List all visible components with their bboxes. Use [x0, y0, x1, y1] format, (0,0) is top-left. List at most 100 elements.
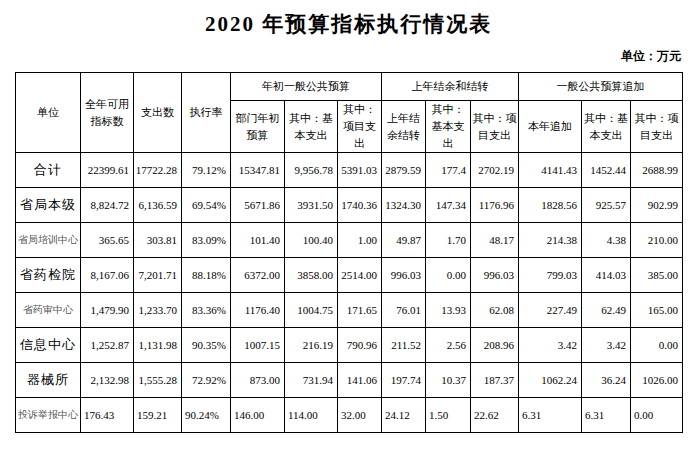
data-cell: 6.31	[582, 398, 631, 433]
data-cell: 32.00	[338, 398, 382, 433]
data-cell: 171.65	[338, 293, 382, 328]
data-cell: 10.37	[426, 363, 471, 398]
data-cell: 83.09%	[182, 223, 231, 258]
data-cell: 227.49	[519, 293, 582, 328]
data-cell: 1176.96	[471, 188, 519, 223]
data-cell: 177.4	[426, 153, 471, 188]
data-cell: 8,167.06	[81, 258, 134, 293]
data-cell: 101.40	[231, 223, 285, 258]
row-label: 省药检院	[16, 258, 81, 293]
data-cell: 0.00	[631, 328, 683, 363]
table-row-device-institute: 器械所 2,132.98 1,555.28 72.92% 873.00 731.…	[16, 363, 683, 398]
data-cell: 79.12%	[182, 153, 231, 188]
data-cell: 0.00	[631, 398, 683, 433]
data-cell: 176.43	[81, 398, 134, 433]
unit-note: 单位：万元	[621, 48, 681, 65]
table-row-drug-inspection: 省药检院 8,167.06 7,201.71 88.18% 6372.00 38…	[16, 258, 683, 293]
row-label: 投诉举报中心	[16, 398, 81, 433]
data-cell: 90.24%	[182, 398, 231, 433]
data-cell: 365.65	[81, 223, 134, 258]
data-cell: 1.70	[426, 223, 471, 258]
data-cell: 3.42	[519, 328, 582, 363]
table-row-info-center: 信息中心 1,252.87 1,131.98 90.35% 1007.15 21…	[16, 328, 683, 363]
row-label: 省药审中心	[16, 293, 81, 328]
data-cell: 2514.00	[338, 258, 382, 293]
data-cell: 3.42	[582, 328, 631, 363]
data-cell: 100.40	[285, 223, 338, 258]
sub-header-dept-initial-budget: 部门年初预算	[231, 101, 285, 153]
data-cell: 159.21	[134, 398, 182, 433]
data-cell: 22.62	[471, 398, 519, 433]
data-cell: 22399.61	[81, 153, 134, 188]
data-cell: 83.36%	[182, 293, 231, 328]
data-cell: 902.99	[631, 188, 683, 223]
data-cell: 790.96	[338, 328, 382, 363]
page-title: 2020 年预算指标执行情况表	[0, 0, 697, 38]
group-header-initial-budget: 年初一般公共预算	[231, 73, 382, 101]
data-cell: 1,131.98	[134, 328, 182, 363]
data-cell: 1062.24	[519, 363, 582, 398]
data-cell: 996.03	[471, 258, 519, 293]
data-cell: 90.35%	[182, 328, 231, 363]
data-cell: 1026.00	[631, 363, 683, 398]
col-header-annual-available: 全年可用指标数	[81, 73, 134, 153]
data-cell: 88.18%	[182, 258, 231, 293]
data-cell: 211.52	[382, 328, 426, 363]
table-row-provincial-bureau: 省局本级 8,824.72 6,136.59 69.54% 5671.86 39…	[16, 188, 683, 223]
data-cell: 0.00	[426, 258, 471, 293]
sub-header-project-expend-1: 其中：项目支出	[338, 101, 382, 153]
data-cell: 2,132.98	[81, 363, 134, 398]
data-cell: 147.34	[426, 188, 471, 223]
data-cell: 146.00	[231, 398, 285, 433]
sub-header-project-expend-3: 其中：项目支出	[631, 101, 683, 153]
data-cell: 24.12	[382, 398, 426, 433]
data-cell: 49.87	[382, 223, 426, 258]
data-cell: 1452.44	[582, 153, 631, 188]
row-label: 合计	[16, 153, 81, 188]
table-row-drug-review-center: 省药审中心 1,479.90 1,233.70 83.36% 1176.40 1…	[16, 293, 683, 328]
data-cell: 1740.36	[338, 188, 382, 223]
col-header-expenditure: 支出数	[134, 73, 182, 153]
data-cell: 197.74	[382, 363, 426, 398]
data-cell: 114.00	[285, 398, 338, 433]
table-row-complaint-center: 投诉举报中心 176.43 159.21 90.24% 146.00 114.0…	[16, 398, 683, 433]
group-header-carryover: 上年结余和结转	[382, 73, 519, 101]
data-cell: 1176.40	[231, 293, 285, 328]
data-cell: 1004.75	[285, 293, 338, 328]
data-cell: 2702.19	[471, 153, 519, 188]
data-cell: 6,136.59	[134, 188, 182, 223]
data-cell: 17722.28	[134, 153, 182, 188]
data-cell: 15347.81	[231, 153, 285, 188]
data-cell: 62.08	[471, 293, 519, 328]
data-cell: 414.03	[582, 258, 631, 293]
data-cell: 6.31	[519, 398, 582, 433]
data-cell: 216.19	[285, 328, 338, 363]
data-cell: 6372.00	[231, 258, 285, 293]
data-cell: 1.00	[338, 223, 382, 258]
sub-header-current-year-addition: 本年追加	[519, 101, 582, 153]
data-cell: 4.38	[582, 223, 631, 258]
data-cell: 2688.99	[631, 153, 683, 188]
data-cell: 1007.15	[231, 328, 285, 363]
data-cell: 2879.59	[382, 153, 426, 188]
data-cell: 1.50	[426, 398, 471, 433]
row-label: 器械所	[16, 363, 81, 398]
data-cell: 9,956.78	[285, 153, 338, 188]
data-cell: 1,555.28	[134, 363, 182, 398]
data-cell: 5391.03	[338, 153, 382, 188]
data-cell: 62.49	[582, 293, 631, 328]
row-label: 省局培训中心	[16, 223, 81, 258]
data-cell: 3858.00	[285, 258, 338, 293]
data-cell: 13.93	[426, 293, 471, 328]
data-cell: 4141.43	[519, 153, 582, 188]
data-cell: 2.56	[426, 328, 471, 363]
data-cell: 1324.30	[382, 188, 426, 223]
data-cell: 72.92%	[182, 363, 231, 398]
header-group-row: 单位 全年可用指标数 支出数 执行率 年初一般公共预算 上年结余和结转 一般公共…	[16, 73, 683, 101]
data-cell: 48.17	[471, 223, 519, 258]
data-cell: 303.81	[134, 223, 182, 258]
data-cell: 5671.86	[231, 188, 285, 223]
data-cell: 1,252.87	[81, 328, 134, 363]
data-cell: 925.57	[582, 188, 631, 223]
data-cell: 996.03	[382, 258, 426, 293]
